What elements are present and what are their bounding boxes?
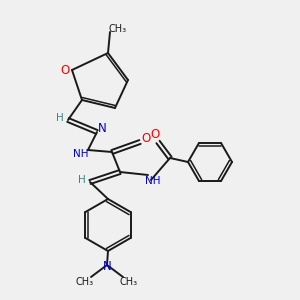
Text: NH: NH [73, 149, 89, 159]
Text: CH₃: CH₃ [120, 277, 138, 287]
Text: O: O [150, 128, 160, 140]
Text: CH₃: CH₃ [109, 24, 127, 34]
Text: H: H [78, 175, 86, 185]
Text: CH₃: CH₃ [76, 277, 94, 287]
Text: O: O [60, 64, 70, 76]
Text: N: N [103, 260, 111, 272]
Text: NH: NH [145, 176, 161, 186]
Text: H: H [56, 113, 64, 123]
Text: N: N [98, 122, 106, 134]
Text: O: O [141, 133, 151, 146]
